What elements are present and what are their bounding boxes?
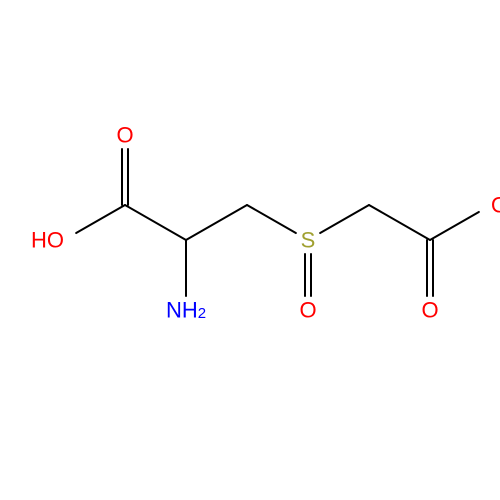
bond	[430, 212, 479, 240]
atom-label: S	[301, 228, 316, 253]
atom-label: O	[421, 298, 438, 323]
bond	[247, 205, 296, 233]
atom-label: NH2	[166, 298, 206, 323]
bond	[76, 205, 125, 233]
atom-label: O	[299, 298, 316, 323]
atom-label: O	[116, 123, 133, 148]
bond	[186, 205, 247, 240]
atom-label: HO	[31, 228, 64, 253]
atom-label: OH	[491, 193, 500, 218]
bond	[369, 205, 430, 240]
bond	[125, 205, 186, 240]
bond	[320, 205, 369, 233]
molecule-diagram: O HO NH2 S O O OH	[0, 0, 500, 500]
